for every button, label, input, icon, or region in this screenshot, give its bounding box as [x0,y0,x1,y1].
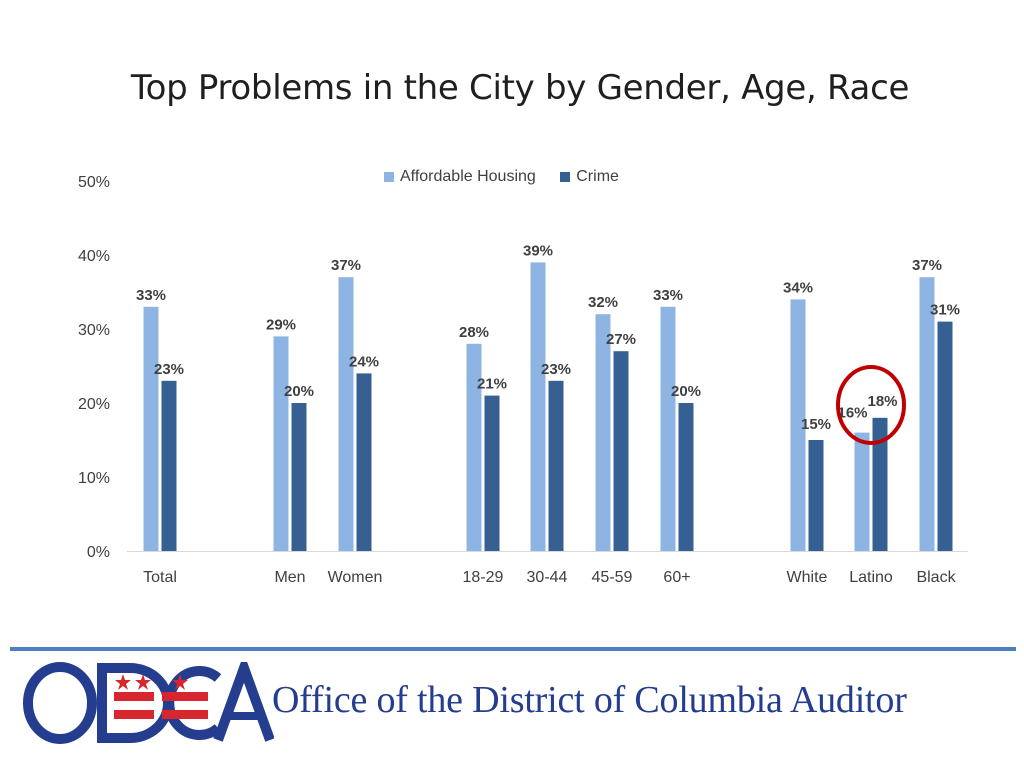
highlight-circle-latino [836,365,906,445]
bar-affordable-housing-60 [660,306,676,551]
legend-swatch-affordable-housing [384,172,394,182]
data-label-crime-white: 15% [801,416,831,433]
org-name: Office of the District of Columbia Audit… [272,679,907,721]
x-tick-label-white: White [787,569,828,586]
x-tick-label-men: Men [274,569,305,586]
data-label-affordable-housing-women: 37% [331,257,361,274]
y-tick-label-50: 50% [78,174,110,191]
bar-affordable-housing-45-59 [595,314,611,551]
footer-divider [10,647,1016,651]
data-label-affordable-housing-men: 29% [266,316,296,333]
data-label-crime-latino: 18% [867,393,897,410]
slide-title: Top Problems in the City by Gender, Age,… [130,68,910,108]
data-label-affordable-housing-white: 34% [783,279,813,296]
bar-affordable-housing-30-44 [530,262,546,551]
bar-crime-30-44 [548,380,564,551]
data-label-affordable-housing-total: 33% [136,287,166,304]
data-label-affordable-housing-45-59: 32% [588,294,618,311]
bar-crime-men [291,403,307,551]
data-label-crime-women: 24% [349,353,379,370]
y-tick-label-40: 40% [78,248,110,265]
x-tick-label-45-59: 45-59 [592,569,633,586]
x-tick-label-latino: Latino [849,569,893,586]
bar-crime-white [808,440,824,551]
data-label-affordable-housing-30-44: 39% [523,242,553,259]
y-tick-label-20: 20% [78,396,110,413]
bar-affordable-housing-men [273,336,289,551]
bar-chart: 0% 10% 20% 30% 40% 50% 33% 29% 37% 28% 39% 32% 33% 34… [78,174,968,586]
x-tick-label-60: 60+ [663,569,690,586]
legend-swatch-crime [560,172,571,182]
bar-affordable-housing-18-29 [466,343,482,551]
x-tick-label-18-29: 18-29 [463,569,504,586]
data-label-affordable-housing-latino: 16% [837,405,867,422]
data-label-crime-18-29: 21% [477,376,507,393]
x-tick-label-women: Women [328,569,383,586]
y-tick-label-10: 10% [78,470,110,487]
chart-legend: Affordable Housing Crime [384,168,639,187]
legend-label-crime: Crime [576,168,619,185]
bar-affordable-housing-latino [854,432,870,551]
data-label-crime-men: 20% [284,383,314,400]
data-label-affordable-housing-18-29: 28% [459,324,489,341]
bar-affordable-housing-women [338,277,354,551]
y-tick-label-0: 0% [87,544,110,561]
legend-item-crime: Crime [560,168,619,186]
bar-crime-black [937,321,953,551]
x-tick-label-total: Total [143,569,177,586]
bar-crime-latino [872,417,888,551]
legend-label-affordable-housing: Affordable Housing [400,168,536,185]
data-label-affordable-housing-60: 33% [653,287,683,304]
data-label-crime-60: 20% [671,383,701,400]
bar-crime-45-59 [613,351,629,551]
data-label-crime-black: 31% [930,302,960,319]
x-tick-label-30-44: 30-44 [527,569,568,586]
data-label-crime-45-59: 27% [606,331,636,348]
bar-affordable-housing-white [790,299,806,551]
bar-affordable-housing-total [143,306,159,551]
data-label-crime-total: 23% [154,361,184,378]
bar-crime-total [161,380,177,551]
data-label-affordable-housing-black: 37% [912,257,942,274]
y-tick-label-30: 30% [78,322,110,339]
bar-crime-18-29 [484,395,500,551]
odca-logo [23,662,274,744]
bar-crime-60 [678,403,694,551]
x-tick-label-black: Black [916,569,956,586]
bar-crime-women [356,373,372,551]
legend-item-affordable-housing: Affordable Housing [384,168,536,186]
bar-affordable-housing-black [919,277,935,551]
data-label-crime-30-44: 23% [541,361,571,378]
